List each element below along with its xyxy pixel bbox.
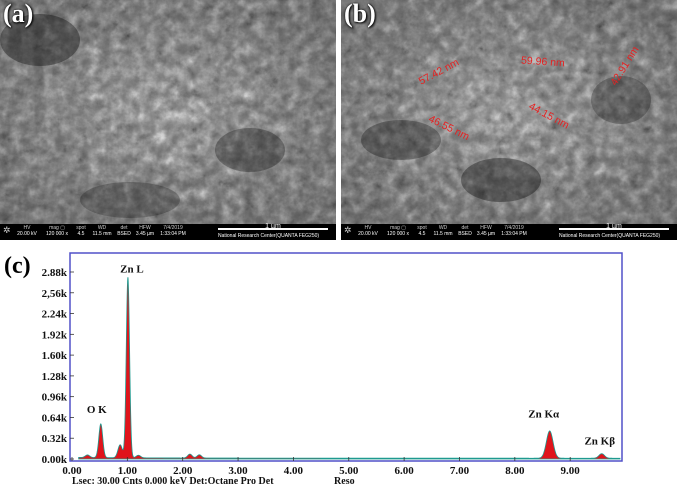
y-tick-label: 2.24k [42, 309, 68, 321]
x-tick-label: 5.00 [339, 465, 359, 477]
infobar-cell: det BSED [458, 225, 472, 237]
panel-letter-b: (b) [344, 0, 376, 28]
infobar-cell: WD 11.5 mm [92, 225, 112, 237]
sem-texture-a [0, 0, 336, 224]
x-tick-label: 6.00 [394, 465, 414, 477]
chart-frame [69, 252, 623, 462]
x-tick-label: 7.00 [450, 465, 470, 477]
sem-infobar: ✲ HV 20.00 kV mag ▢ 120 000 x spot 4.5 WD 11… [0, 223, 336, 240]
sem-infobar: ✲ HV 20.00 kV mag ▢ 120 000 x spot 4.5 WD 11… [341, 223, 677, 240]
y-tick-label: 1.28k [42, 371, 68, 383]
x-tick-label: 9.00 [561, 465, 581, 477]
fei-logo-icon: ✲ [3, 225, 11, 235]
peak-label: Zn Kβ [584, 435, 615, 447]
sem-texture-b [341, 0, 677, 224]
infobar-cell: 7/4/2019 1:33:04 PM [160, 225, 186, 237]
scale-bar: 1 µm [559, 223, 669, 232]
x-tick-label: 2.00 [173, 465, 193, 477]
infobar-cell: HV 20.00 kV [17, 225, 37, 237]
eds-acquisition-info: Lsec: 30.00 Cnts 0.000 keV Det:Octane Pr… [72, 476, 274, 487]
infobar-cell: HFW 3.45 µm [476, 225, 496, 237]
eds-footer: Lsec: 30.00 Cnts 0.000 keV Det:Octane Pr… [72, 476, 355, 487]
y-tick-label: 2.88k [42, 267, 68, 279]
y-tick-label: 0.32k [42, 433, 68, 445]
lab-label: National Research Center(QUANTA FEG250) [218, 233, 320, 239]
y-tick-label: 1.92k [42, 329, 68, 341]
lab-label: National Research Center(QUANTA FEG250) [559, 233, 661, 239]
x-tick-label: 0.00 [62, 465, 82, 477]
peak-label: Zn Kα [528, 409, 560, 421]
spectrum-area [78, 277, 621, 460]
y-tick-label: 0.96k [42, 392, 68, 404]
peak-label: O K [87, 404, 107, 416]
fei-logo-icon: ✲ [344, 225, 352, 235]
x-tick-label: 4.00 [284, 465, 304, 477]
y-tick-label: 2,56k [42, 288, 68, 300]
infobar-cell: 7/4/2019 1:33:04 PM [501, 225, 527, 237]
infobar-cell: HFW 3.45 µm [135, 225, 155, 237]
infobar-cell: det BSED [117, 225, 131, 237]
infobar-cell: spot 4.5 [76, 225, 86, 237]
infobar-cell: mag ▢ 120 000 x [46, 225, 68, 237]
x-tick-label: 8.00 [505, 465, 525, 477]
y-tick-label: 1.60k [42, 350, 68, 362]
sem-image-b: (b) 57.42 nm 59.96 nm 42.91 nm 44.15 nm … [341, 0, 677, 240]
eds-reso-label: Reso [334, 476, 355, 487]
x-tick-label: 3.00 [228, 465, 248, 477]
sem-image-a: (a) ✲ HV 20.00 kV mag ▢ 120 000 x spot 4.5 … [0, 0, 336, 240]
scale-bar: 1 µm [218, 223, 328, 232]
infobar-cell: spot 4.5 [417, 225, 427, 237]
panel-letter-a: (a) [3, 0, 34, 28]
infobar-cell: WD 11.5 mm [433, 225, 453, 237]
y-tick-label: 0.64k [42, 412, 68, 424]
infobar-cell: mag ▢ 120 000 x [387, 225, 409, 237]
x-tick-label: 1.00 [118, 465, 138, 477]
peak-label: Zn L [120, 263, 144, 275]
panel-letter-c: (c) [4, 253, 31, 279]
infobar-cell: HV 20.00 kV [358, 225, 378, 237]
y-tick-label: 0.00k [42, 454, 68, 466]
